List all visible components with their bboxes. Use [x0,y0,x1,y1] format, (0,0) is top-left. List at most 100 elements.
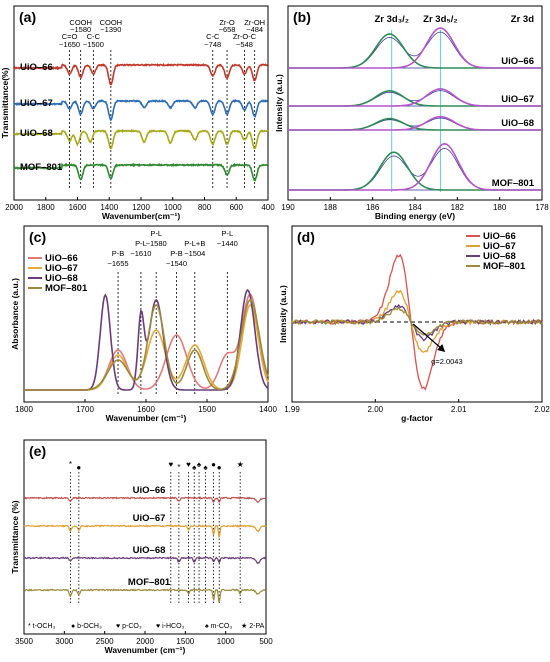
panel-e-x-axis-label: Wavenumber (cm⁻¹) [105,645,186,655]
panel-a-ftir: (a) 2000 1800 1600 1400 1200 1000 800 600 400 Wave… [0,5,275,221]
panel-a-series-3 [13,162,269,182]
panel-b-peak-label: Zr 3d₅/₂ [423,14,457,25]
panel-c-annotation: ~1540 [166,259,187,268]
panel-e-marker-symbol: ● [217,463,222,472]
panel-b-tick-label: 180 [493,203,507,212]
panel-e-legend-entry: ♥ i-HCO₃ [156,623,185,630]
panel-e-legend-entry: ♥ p-CO₃ [116,623,142,630]
panel-a-tick-label: 1400 [100,203,118,212]
panel-a-annotation: ~658 [219,25,236,34]
panel-e-legend-entry: ♠ m-CO₃ [205,623,232,630]
panel-a-tick-label: 2000 [5,203,23,212]
panel-d-arrow-shaft [412,323,444,351]
panel-a-tick-label: 1200 [132,203,150,212]
panel-c-tick-label: 1700 [76,405,94,414]
panel-c-annotation: ~1610 [130,249,151,258]
panel-e-series-3 [23,588,267,603]
panel-e-panel-label: (e) [29,443,46,459]
panel-e-series-2 [23,556,267,564]
panel-c-annotation: ~1655 [108,259,129,268]
panel-a-annotation: ~1650 [59,40,80,49]
panel-b-tick-label: 190 [281,203,295,212]
panel-a-annotation: Zr-OH [244,18,265,27]
panel-c-legend-label: UiO–66 [45,253,78,264]
panel-e-series-0 [23,496,267,503]
panel-e-tick-label: 1000 [217,637,235,646]
panel-c-x-axis-label: Wavenumber (cm⁻¹) [106,413,187,423]
panel-e-tick-label: 1500 [176,637,194,646]
panel-c-legend-label: UiO–68 [45,273,78,284]
panel-e-plot-frame [23,439,267,635]
panel-d-tick-label: 2.02 [534,405,550,414]
panel-a-annotation: C-C [87,32,101,41]
panel-e-marker-symbol: ● [211,460,216,469]
panel-b-fit-3d52-3 [288,142,542,191]
panel-b-fit-3d52-2 [288,115,542,131]
panel-a-series-label: UiO–67 [20,98,53,109]
panel-d-tick-label: 2.00 [368,405,384,414]
panel-e-legend-entry: * t-OCH₃ [28,623,56,630]
panel-a-x-axis-label: Wavenumber(cm⁻¹) [102,211,180,221]
panel-e-series-label: UiO–68 [133,545,166,556]
panel-e-marker-symbol: ♠ [192,463,197,472]
panel-b-tick-label: 182 [451,203,465,212]
panel-c-series-2 [24,288,269,391]
panel-d-tick-label: 2.01 [451,405,467,414]
panel-b-series-label: UiO–67 [501,94,534,105]
panel-b-xps: (b) 190 188 186 184 182 180 178 Binding energy (… [274,5,549,221]
panel-a-series-label: UiO–66 [20,62,53,73]
panel-a-series-2 [13,128,269,150]
panel-d-plot-frame [291,225,543,403]
panel-c-tick-label: 1400 [259,405,277,414]
panel-c-annotation: ~1580 [146,239,167,248]
panel-b-tick-label: 178 [535,203,549,212]
panel-a-annotation: Zr-O [219,18,235,27]
panel-c-legend-label: MOF–801 [45,283,88,294]
panel-e-marker-symbol: * [69,460,72,469]
panel-a-tick-label: 400 [261,203,275,212]
panel-a-annotation: ~484 [246,25,263,34]
panel-b-series-label: UiO–66 [501,56,534,67]
panel-c-tick-label: 1600 [137,405,155,414]
panel-a-annotation: Zr-O-C [233,32,257,41]
panel-a-annotation: COOH [69,18,92,27]
panel-c-annotation: ~1504 [184,249,205,258]
panel-a-panel-label: (a) [19,9,36,25]
panel-a-series-0 [13,62,269,86]
panel-e-marker-symbol: ★ [237,460,244,469]
panel-a-tick-label: 1800 [37,203,55,212]
panel-a-series-label: MOF–801 [20,162,63,173]
panel-a-tick-label: 1600 [69,203,87,212]
panel-e-drifts: (e) 3500 3000 2500 2000 1500 1000 500 Wavenumber… [10,439,273,655]
panel-a-annotation: C=O [62,32,78,41]
panel-c-series-0 [24,293,269,391]
panel-b-y-axis-label: Intensity (a.u.) [274,74,284,132]
panel-b-fit-3d52-1 [288,88,542,107]
panel-d-g-annotation: g=2.0043 [431,357,463,366]
panel-e-y-axis-label: Transmittance (%) [10,500,20,573]
panel-b-tick-label: 184 [408,203,422,212]
panel-a-annotation: ~1580 [70,25,91,34]
panel-a-annotation: ~548 [236,40,253,49]
panel-a-annotation: ~1500 [83,40,104,49]
panel-a-series-label: UiO–68 [20,128,53,139]
panel-c-series-3 [24,299,269,391]
panel-d-series-3 [291,306,543,336]
panel-e-tick-label: 2500 [96,637,114,646]
panel-c-annotation: P-L [150,229,162,238]
panel-a-series-1 [13,99,269,122]
panel-d-tick-label: 1.99 [284,405,300,414]
panel-c-annotation: P-B [170,249,183,258]
panel-a-y-axis-label: Transmittance(%) [0,67,10,138]
panel-a-annotation: COOH [100,18,123,27]
panel-d-y-axis-label: Intensity (a.u.) [278,285,288,343]
panel-e-tick-label: 3000 [55,637,73,646]
panel-b-series-label: MOF–801 [492,178,535,189]
panel-d-legend-label: MOF–801 [483,261,526,272]
panel-d-legend-label: UiO–67 [483,241,516,252]
panel-d-panel-label: (d) [297,229,315,245]
panel-b-title: Zr 3d [511,14,534,25]
panel-b-peak-label: Zr 3d₃/₂ [374,14,408,25]
panel-c-annotation: P-L [221,229,233,238]
